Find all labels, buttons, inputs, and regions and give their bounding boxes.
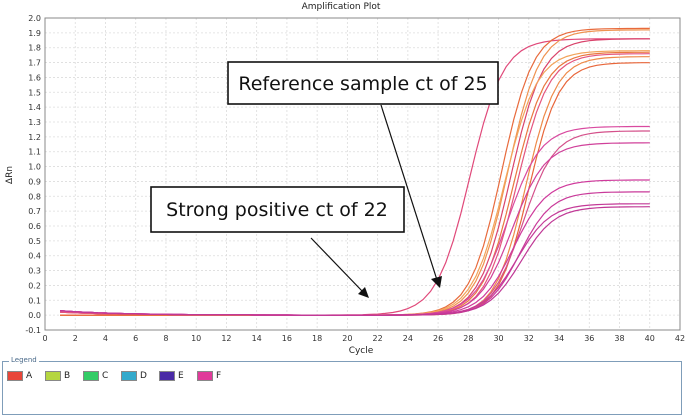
legend-item-f[interactable]: F	[197, 371, 235, 381]
y-tick-label: 1.3	[28, 118, 41, 127]
annotation-strong-positive-arrowhead	[358, 287, 369, 298]
x-tick-label: 32	[524, 334, 534, 343]
annotation-strong-positive-box	[150, 186, 405, 233]
chart-title: Amplification Plot	[302, 2, 381, 12]
annotation-reference-arrowhead	[431, 276, 442, 288]
annotation-strong-positive: Strong positive ct of 22	[150, 186, 405, 298]
y-tick-label: 0.1	[28, 296, 41, 305]
annotation-reference-box	[227, 61, 499, 105]
x-tick-label: 10	[191, 334, 201, 343]
legend-swatch-c	[83, 371, 99, 381]
x-tick-label: 20	[342, 334, 352, 343]
legend-swatch-e	[159, 371, 175, 381]
legend-item-d[interactable]: D	[121, 371, 159, 381]
y-tick-label: 1.6	[28, 73, 41, 82]
plot-frame	[44, 17, 681, 331]
x-tick-label: 28	[463, 334, 473, 343]
x-tick-label: 0	[42, 334, 47, 343]
y-tick-label: 1.4	[28, 103, 41, 112]
legend-item-e[interactable]: E	[159, 371, 197, 381]
legend-item-b[interactable]: B	[45, 371, 83, 381]
legend-swatch-d	[121, 371, 137, 381]
x-tick-label: 12	[221, 334, 231, 343]
x-axis-label: Cycle	[349, 346, 374, 356]
legend-item-c[interactable]: C	[83, 371, 121, 381]
legend-label-f: F	[216, 371, 222, 381]
x-tick-label: 26	[433, 334, 443, 343]
x-tick-label: 30	[493, 334, 503, 343]
annotation-reference: Reference sample ct of 25	[227, 61, 499, 288]
legend-label-b: B	[64, 371, 71, 381]
annotation-strong-positive-arrow	[310, 237, 364, 293]
y-tick-label: 0.7	[28, 207, 41, 216]
y-tick-label: 1.1	[28, 148, 41, 157]
x-tick-label: 18	[312, 334, 322, 343]
y-tick-label: 0.0	[28, 311, 41, 320]
y-tick-label: 1.7	[28, 59, 41, 68]
y-tick-label: 0.6	[28, 222, 41, 231]
legend-label-e: E	[178, 371, 184, 381]
y-tick-label: 0.4	[28, 252, 41, 261]
x-tick-label: 36	[584, 334, 594, 343]
x-tick-label: 14	[252, 334, 262, 343]
legend-swatch-a	[7, 371, 23, 381]
legend-items: A B C D E F	[7, 371, 235, 381]
x-tick-label: 16	[282, 334, 292, 343]
x-tick-label: 2	[73, 334, 78, 343]
x-tick-label: 42	[675, 334, 685, 343]
amplification-plot: Amplification Plot -0.1 0.0 0.1 0.2 0.3 0.4 0.…	[5, 2, 685, 356]
series-line-f	[60, 206, 650, 316]
x-tick-label: 38	[614, 334, 624, 343]
x-tick-label: 4	[103, 334, 108, 343]
y-tick-label: 1.8	[28, 44, 41, 53]
x-tick-label: 24	[403, 334, 413, 343]
y-tick-label: 1.9	[28, 29, 41, 38]
y-tick-label: -0.1	[25, 326, 41, 335]
x-axis-ticks: 0 2 4 6 8 10 12 14 16 18 20 22 24 26 28 30 32 34 36 38 40 42	[42, 334, 685, 343]
legend-label-d: D	[140, 371, 147, 381]
annotation-reference-text: Reference sample ct of 25	[238, 73, 487, 95]
legend-title: Legend	[9, 356, 39, 364]
legend-swatch-f	[197, 371, 213, 381]
y-tick-label: 0.5	[28, 237, 41, 246]
x-tick-label: 6	[133, 334, 138, 343]
y-tick-label: 0.9	[28, 177, 41, 186]
series-lines	[60, 27, 650, 316]
y-tick-label: 1.0	[28, 163, 41, 172]
x-tick-label: 34	[554, 334, 564, 343]
legend-label-c: C	[102, 371, 109, 381]
legend-panel: Legend A B C D E F	[2, 356, 682, 415]
x-tick-label: 40	[645, 334, 655, 343]
y-tick-label: 0.3	[28, 267, 41, 276]
annotation-strong-positive-text: Strong positive ct of 22	[166, 199, 388, 221]
annotation-reference-arrow	[380, 104, 438, 281]
legend-label-a: A	[26, 371, 33, 381]
legend-item-a[interactable]: A	[7, 371, 45, 381]
y-tick-label: 2.0	[28, 14, 41, 23]
legend-swatch-b	[45, 371, 61, 381]
y-tick-label: 0.8	[28, 192, 41, 201]
x-tick-label: 22	[373, 334, 383, 343]
y-axis-label: ΔRn	[5, 166, 15, 184]
y-tick-label: 0.2	[28, 281, 41, 290]
y-tick-label: 1.5	[28, 88, 41, 97]
x-tick-label: 8	[163, 334, 168, 343]
y-tick-label: 1.2	[28, 133, 41, 142]
y-axis-ticks: -0.1 0.0 0.1 0.2 0.3 0.4 0.5 0.6 0.7 0.8 0.9 1.0 1.1…	[25, 14, 41, 335]
